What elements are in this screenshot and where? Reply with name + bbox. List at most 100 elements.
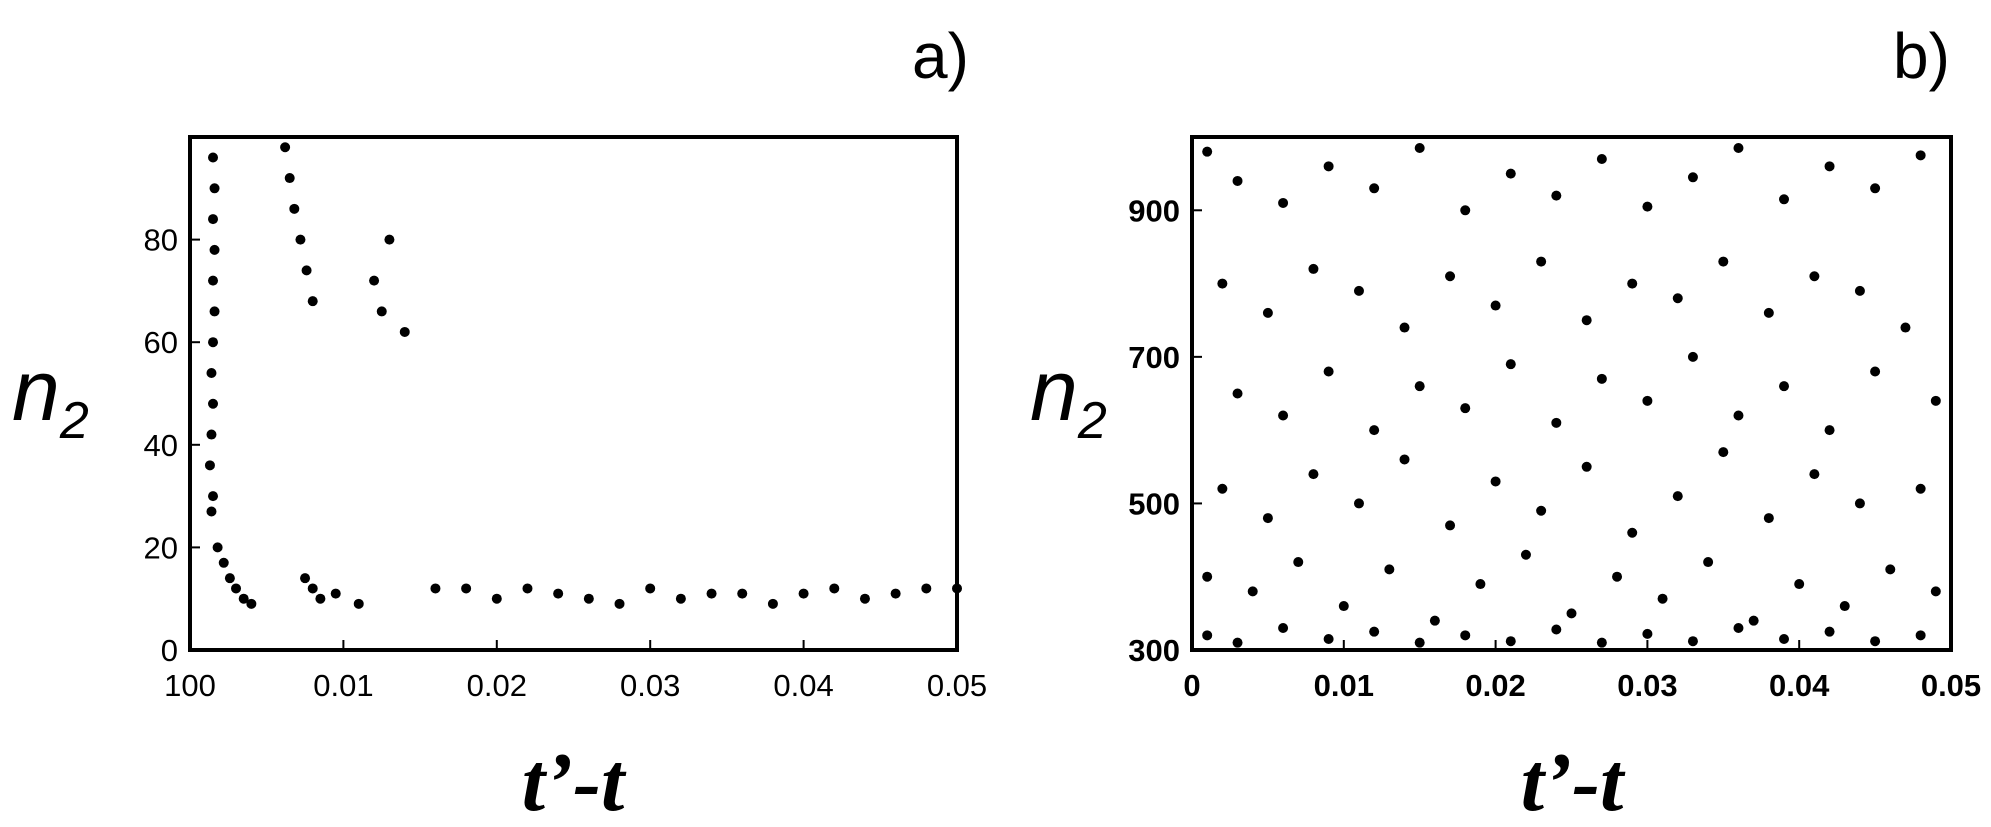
panel-b-data-point-0-42: [1642, 395, 1653, 406]
panel-a-data-point-0-43: [706, 588, 717, 599]
panel-a-data-point-0-0: [208, 152, 219, 163]
panel-b-data-point-0-29: [1763, 307, 1774, 318]
panel-a-x-tick-label-0: 100: [164, 668, 216, 703]
panel-b-data-point-0-1: [1232, 175, 1243, 186]
panel-b-data-point-0-74: [1612, 571, 1623, 582]
panel-a-data-point-0-29: [353, 598, 364, 609]
panel-b-data-point-0-30: [1809, 271, 1820, 282]
panel-b-data-point-0-36: [1369, 425, 1380, 436]
panel-a-data-point-0-30: [369, 275, 380, 286]
panel-b-data-point-0-41: [1596, 373, 1607, 384]
panel-b-data-point-0-47: [1870, 366, 1881, 377]
panel-a-x-tick-label-4: 0.04: [773, 668, 833, 703]
panel-b-data-point-0-80: [1885, 564, 1896, 575]
panel-b-data-point-0-71: [1475, 579, 1486, 590]
panel-b-data-point-0-4: [1369, 183, 1380, 194]
panel-b-data-point-0-98: [1915, 630, 1926, 641]
panel-a-x-tick-label-3: 0.03: [620, 668, 680, 703]
panel-b-data-point-0-96: [1824, 626, 1835, 637]
panel-b-points: [1202, 142, 1941, 648]
panel-b-y-tick-label-3: 900: [1128, 193, 1180, 228]
panel-a-data-point-0-20: [284, 173, 295, 184]
panel-b-data-point-0-21: [1399, 322, 1410, 333]
panel-b-data-point-0-97: [1870, 636, 1881, 647]
panel-a-data-point-0-50: [921, 583, 932, 594]
panel-b-data-point-0-87: [1414, 637, 1425, 648]
panel-b-data-point-0-83: [1232, 637, 1243, 648]
panel-a-data-point-0-17: [238, 593, 249, 604]
panel-a-data-point-0-18: [246, 598, 257, 609]
panel-b-data-point-0-53: [1399, 454, 1410, 465]
panel-b-tag: b): [1893, 20, 1950, 92]
panel-b-x-tick-label-2: 0.02: [1465, 668, 1525, 703]
panel-a-data-point-0-10: [204, 460, 215, 471]
panel-b-data-point-0-62: [1809, 469, 1820, 480]
panel-b-data-point-0-85: [1323, 634, 1334, 645]
panel-b-data-point-0-5: [1414, 142, 1425, 153]
panel-b-data-point-0-39: [1505, 359, 1516, 370]
panel-b-data-point-0-19: [1308, 263, 1319, 274]
panel-b-data-point-0-63: [1854, 498, 1865, 509]
panel-b-data-point-0-24: [1536, 256, 1547, 267]
panel-b-data-point-0-2: [1278, 197, 1289, 208]
panel-b-data-point-0-16: [1915, 150, 1926, 161]
panel-b-data-point-0-78: [1794, 579, 1805, 590]
panel-a-x-tick-label-1: 0.01: [313, 668, 373, 703]
panel-b-data-point-0-8: [1551, 190, 1562, 201]
panel-a-data-point-0-15: [224, 573, 235, 584]
panel-b-data-point-0-28: [1718, 256, 1729, 267]
panel-a-data-point-0-11: [208, 491, 219, 502]
panel-b-data-point-0-75: [1657, 593, 1668, 604]
panel-a-data-point-0-16: [231, 583, 242, 594]
panel-a-tag: a): [912, 20, 969, 92]
panel-b-y-tick-label-0: 300: [1128, 633, 1180, 668]
panel-b-data-point-0-38: [1460, 403, 1471, 414]
panel-a-data-point-0-22: [295, 234, 306, 245]
panel-b-data-point-0-45: [1779, 381, 1790, 392]
panel-a-data-point-0-23: [301, 265, 312, 276]
panel-b-y-tick-label-2: 700: [1128, 340, 1180, 375]
panel-a-data-point-0-39: [583, 593, 594, 604]
panel-b-data-point-0-90: [1551, 624, 1562, 635]
panel-a-x-axis-label: t’-t: [522, 736, 627, 827]
panel-a-data-point-0-36: [491, 593, 502, 604]
panel-b-data-point-0-51: [1308, 469, 1319, 480]
panel-b-data-point-0-86: [1369, 626, 1380, 637]
panel-b-data-point-0-50: [1262, 513, 1273, 524]
panel-a-data-point-0-47: [829, 583, 840, 594]
panel-b-data-point-0-26: [1627, 278, 1638, 289]
panel-b-data-point-0-7: [1505, 168, 1516, 179]
panel-a-data-point-0-14: [218, 557, 229, 568]
panel-a-data-point-0-33: [399, 326, 410, 337]
panel-a-data-point-0-4: [208, 275, 219, 286]
panel-b-data-point-0-54: [1445, 520, 1456, 531]
panel-b-data-point-0-20: [1353, 285, 1364, 296]
panel-b-data-point-0-32: [1900, 322, 1911, 333]
panel-b-data-point-0-15: [1870, 183, 1881, 194]
panel-b-data-point-0-33: [1232, 388, 1243, 399]
panel-a-data-point-0-34: [430, 583, 441, 594]
panel-a-y-tick-label-2: 40: [144, 428, 178, 463]
panel-b-y-axis-label-subscript: 2: [1077, 392, 1107, 450]
panel-b-data-point-0-10: [1642, 201, 1653, 212]
panel-b-data-point-0-11: [1687, 172, 1698, 183]
panel-a-y-tick-label-3: 60: [144, 325, 178, 360]
panel-b-x-tick-label-0: 0: [1183, 668, 1200, 703]
panel-a-data-point-0-6: [208, 337, 219, 348]
panel-b-data-point-0-77: [1748, 615, 1759, 626]
panel-b-data-point-0-82: [1202, 630, 1213, 641]
panel-a-data-point-0-38: [553, 588, 564, 599]
panel-a-y-ticks: 0 20 40 60 80: [144, 223, 200, 668]
panel-a-y-tick-label-4: 80: [144, 223, 178, 258]
panel-a-x-ticks: 100 0.01 0.02 0.03 0.04 0.05: [164, 640, 987, 703]
panel-a-data-point-0-35: [461, 583, 472, 594]
panel-b-data-point-0-6: [1460, 205, 1471, 216]
panel-a-data-point-0-28: [330, 588, 341, 599]
panel-a-data-point-0-9: [206, 429, 217, 440]
panel-b-data-point-0-81: [1930, 586, 1941, 597]
panel-a-data-point-0-32: [384, 234, 395, 245]
panel-b-data-point-0-18: [1262, 307, 1273, 318]
panel-b-data-point-0-88: [1460, 630, 1471, 641]
